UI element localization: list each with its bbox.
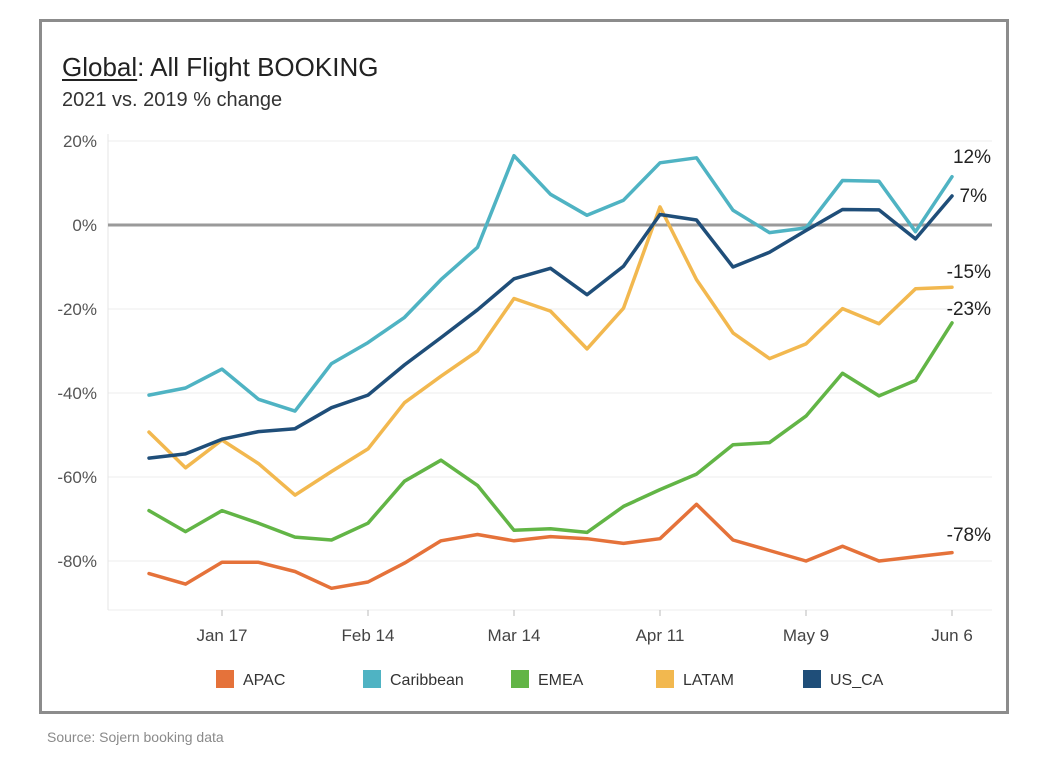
legend-swatch-emea <box>511 670 529 688</box>
x-tick-label: Apr 11 <box>636 626 685 645</box>
chart-title: Global: All Flight BOOKING <box>62 52 378 83</box>
series-line-emea <box>147 321 954 542</box>
end-label-caribbean: 12% <box>953 147 991 168</box>
legend-label-us_ca: US_CA <box>830 672 884 689</box>
series-line-latam <box>147 205 954 497</box>
end-label-emea: -23% <box>947 299 991 320</box>
y-tick-label: -60% <box>57 468 97 487</box>
x-tick-label: May 9 <box>783 626 829 645</box>
y-tick-label: -20% <box>57 300 97 319</box>
legend-label-apac: APAC <box>243 672 285 689</box>
series-line-apac <box>147 502 954 591</box>
legend-swatch-apac <box>216 670 234 688</box>
legend-label-emea: EMEA <box>538 672 584 689</box>
y-tick-label: 20% <box>63 132 97 151</box>
x-tick-label: Jun 6 <box>931 626 973 645</box>
x-tick-label: Mar 14 <box>488 626 541 645</box>
chart-title-bold: Global <box>62 52 138 82</box>
y-tick-label: -40% <box>57 384 97 403</box>
legend-swatch-caribbean <box>363 670 381 688</box>
legend-label-caribbean: Caribbean <box>390 672 464 689</box>
y-tick-label: 0% <box>72 216 97 235</box>
series-line-us_ca <box>147 194 954 460</box>
source-note: Source: Sojern booking data <box>47 729 224 745</box>
series-line-caribbean <box>147 153 954 413</box>
y-tick-label: -80% <box>57 552 97 571</box>
chart-title-rest: : All Flight BOOKING <box>137 52 379 82</box>
chart-frame <box>39 19 1009 714</box>
chart-subtitle: 2021 vs. 2019 % change <box>62 89 283 111</box>
legend-label-latam: LATAM <box>683 672 734 689</box>
end-label-latam: -15% <box>947 262 991 283</box>
end-label-us_ca: 7% <box>960 186 988 207</box>
legend-swatch-us_ca <box>803 670 821 688</box>
x-tick-label: Jan 17 <box>196 626 247 645</box>
legend-swatch-latam <box>656 670 674 688</box>
end-label-apac: -78% <box>947 525 991 546</box>
x-tick-label: Feb 14 <box>342 626 395 645</box>
